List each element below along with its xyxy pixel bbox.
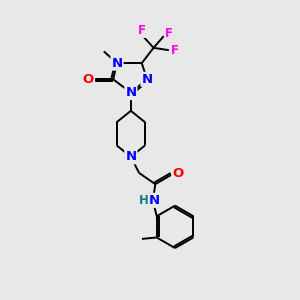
Text: N: N <box>125 150 136 163</box>
Text: N: N <box>112 57 123 70</box>
Text: F: F <box>165 27 173 40</box>
Text: O: O <box>172 167 184 180</box>
Text: N: N <box>142 73 153 86</box>
Text: N: N <box>149 194 160 207</box>
Text: F: F <box>138 24 146 37</box>
Text: O: O <box>83 73 94 86</box>
Text: N: N <box>125 86 136 99</box>
Text: F: F <box>171 44 179 57</box>
Text: H: H <box>139 194 149 207</box>
